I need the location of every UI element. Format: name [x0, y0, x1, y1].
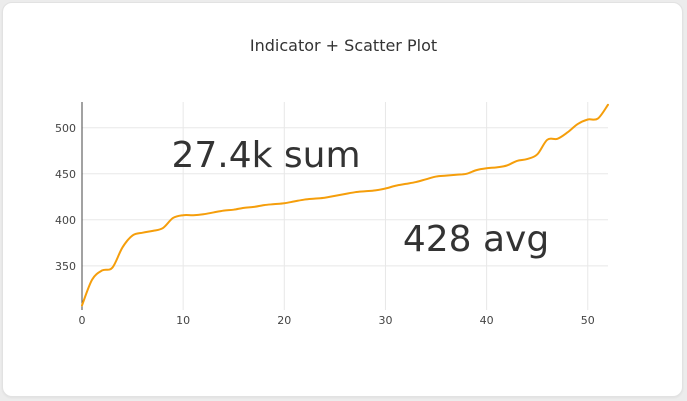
grid-lines: [82, 102, 608, 310]
series-line: [81, 103, 609, 307]
chart-card: [2, 2, 683, 397]
x-tick-label: 20: [277, 314, 291, 327]
y-tick-label: 500: [55, 122, 76, 135]
x-tick-label: 40: [480, 314, 494, 327]
x-tick-labels: 0 10 20 30 40 50: [79, 314, 595, 327]
y-tick-labels: 350 400 450 500: [55, 122, 76, 273]
indicator-sum: 27.4k sum: [171, 135, 360, 176]
x-tick-label: 10: [176, 314, 190, 327]
x-tick-label: 30: [378, 314, 392, 327]
x-tick-label: 50: [581, 314, 595, 327]
indicator-avg: 428 avg: [403, 219, 549, 260]
chart-title: Indicator + Scatter Plot: [249, 36, 438, 55]
y-tick-label: 400: [55, 214, 76, 227]
y-tick-label: 450: [55, 168, 76, 181]
x-tick-label: 0: [79, 314, 86, 327]
y-tick-label: 350: [55, 260, 76, 273]
